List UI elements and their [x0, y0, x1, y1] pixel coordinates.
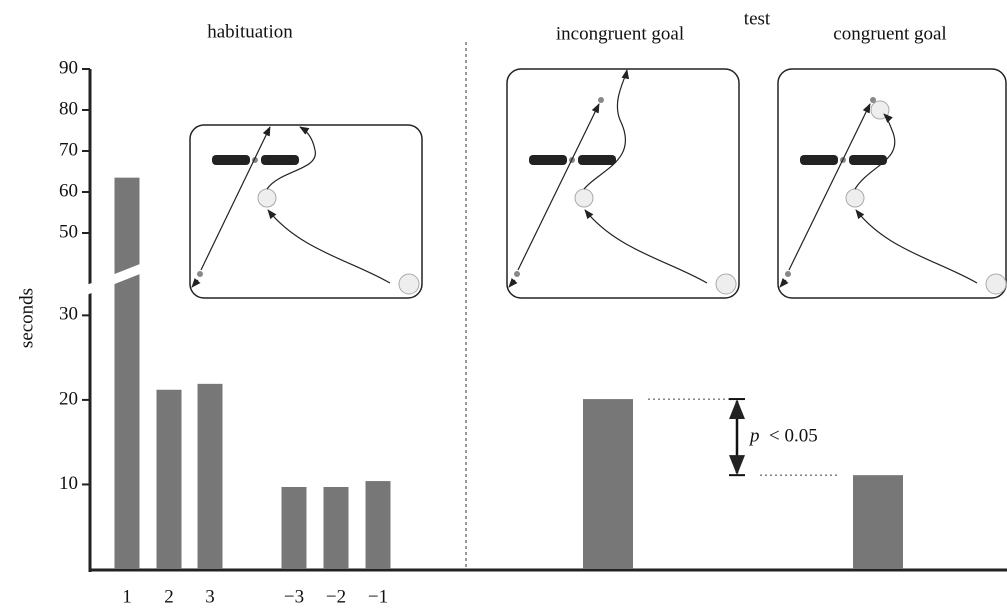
y-tick-label: 10: [59, 473, 78, 494]
diagram-habituation: [189, 124, 423, 299]
annotation: < 0.05: [769, 425, 818, 446]
diagram-incongruent: [506, 68, 740, 299]
bar: [281, 486, 307, 569]
y-tick-label: 70: [59, 139, 78, 160]
x-tick-label: −1: [368, 586, 388, 607]
annotation-italic: p: [748, 425, 760, 446]
axis-break: [84, 262, 145, 296]
y-tick-label: 60: [59, 180, 78, 201]
bar: [323, 486, 349, 569]
x-tick-label: −3: [284, 586, 304, 607]
bar: [853, 475, 903, 569]
bar: [365, 481, 391, 569]
y-tick-label: 90: [59, 57, 78, 78]
panel-label: incongruent goal: [556, 23, 684, 44]
y-axis-label: seconds: [16, 288, 37, 348]
x-tick-label: 3: [205, 586, 215, 607]
group-label: test: [744, 8, 771, 29]
x-tick-label: 1: [122, 586, 132, 607]
y-tick-label: 50: [59, 221, 78, 242]
bar: [197, 383, 223, 569]
group-label: habituation: [207, 21, 293, 42]
panel-label: congruent goal: [833, 23, 946, 44]
bar: [156, 389, 182, 569]
y-tick-label: 80: [59, 98, 78, 119]
bar: [583, 399, 633, 569]
y-tick-label: 20: [59, 388, 78, 409]
x-tick-label: −2: [326, 586, 346, 607]
bar: [114, 177, 140, 569]
x-tick-label: 2: [164, 586, 174, 607]
diagram-congruent: [777, 68, 1007, 299]
y-tick-label: 30: [59, 304, 78, 325]
